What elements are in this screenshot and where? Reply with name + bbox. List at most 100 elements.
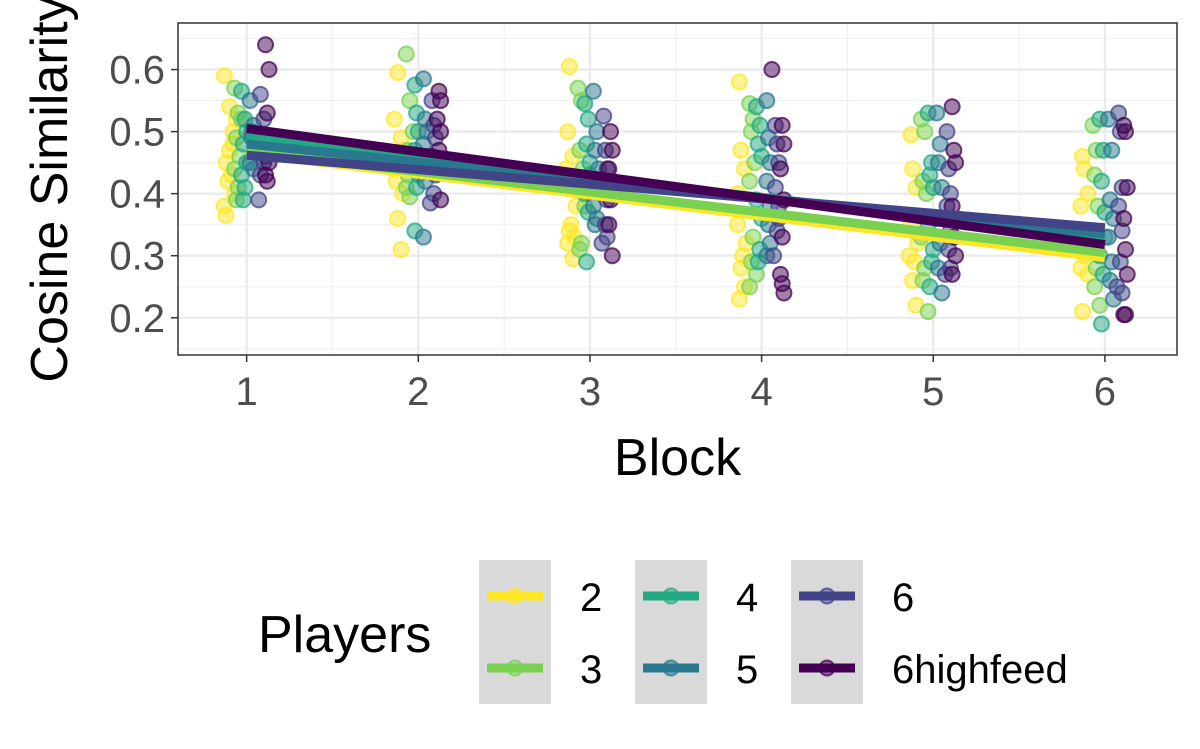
- data-point-6highfeed: [947, 154, 965, 172]
- data-point-6: [1113, 284, 1131, 302]
- data-point-2: [902, 126, 920, 144]
- x-tick-label: 4: [750, 370, 772, 414]
- data-point-6highfeed: [257, 36, 275, 54]
- data-point-5: [1103, 141, 1121, 159]
- data-point-6highfeed: [1117, 241, 1135, 259]
- x-axis-title: Block: [614, 429, 742, 487]
- data-point-4: [578, 253, 596, 271]
- data-point-3: [397, 45, 415, 63]
- data-point-5: [414, 228, 432, 246]
- data-point-6highfeed: [773, 275, 791, 293]
- legend-label-3: 3: [580, 648, 602, 692]
- legend-point-3: [506, 659, 524, 677]
- data-point-6highfeed: [773, 116, 791, 134]
- legend-title: Players: [258, 606, 431, 664]
- y-tick-label: 0.3: [109, 235, 165, 279]
- data-point-6highfeed: [432, 92, 450, 110]
- y-tick-label: 0.4: [109, 173, 165, 217]
- data-point-5: [928, 104, 946, 122]
- x-tick-label: 3: [579, 370, 601, 414]
- data-point-6highfeed: [773, 228, 791, 246]
- data-point-2: [1074, 303, 1092, 321]
- data-point-3: [1091, 296, 1109, 314]
- legend-label-5: 5: [736, 648, 758, 692]
- legend-point-4: [662, 587, 680, 605]
- data-point-3: [741, 278, 759, 296]
- data-point-3: [916, 123, 934, 141]
- y-tick-label: 0.2: [109, 297, 165, 341]
- data-point-6highfeed: [432, 123, 450, 141]
- data-point-2: [732, 141, 750, 159]
- legend-point-5: [662, 659, 680, 677]
- data-point-6highfeed: [1118, 178, 1136, 196]
- data-point-4: [1092, 172, 1110, 190]
- data-point-2: [560, 57, 578, 75]
- data-point-6highfeed: [1115, 209, 1133, 227]
- data-point-6highfeed: [603, 247, 621, 265]
- data-point-6highfeed: [600, 216, 618, 234]
- data-point-2: [392, 241, 410, 259]
- data-point-2: [904, 160, 922, 178]
- data-point-6highfeed: [763, 61, 781, 79]
- data-point-2: [1072, 259, 1090, 277]
- data-point-6highfeed: [775, 135, 793, 153]
- data-point-2: [389, 64, 407, 82]
- data-point-2: [1072, 197, 1090, 215]
- x-axis-ticks: 1 2 3 4 5 6: [236, 355, 1116, 414]
- data-point-6: [765, 247, 783, 265]
- data-point-4: [579, 110, 597, 128]
- data-point-6highfeed: [943, 98, 961, 116]
- trend-line-6highfeed: [246, 124, 1106, 249]
- legend-label-4: 4: [736, 576, 758, 620]
- data-point-6: [251, 85, 269, 103]
- data-point-3: [1086, 278, 1104, 296]
- y-axis-title: Cosine Similarity: [21, 0, 79, 383]
- data-point-4: [1092, 315, 1110, 333]
- data-point-2: [730, 290, 748, 308]
- trend-line-6: [246, 150, 1106, 233]
- x-tick-label: 6: [1094, 370, 1116, 414]
- data-point-4: [576, 95, 594, 113]
- data-point-6highfeed: [602, 123, 620, 141]
- data-point-2: [389, 209, 407, 227]
- data-point-6highfeed: [943, 265, 961, 283]
- x-tick-label: 2: [407, 370, 429, 414]
- data-point-6highfeed: [432, 191, 450, 209]
- legend-label-6highfeed: 6highfeed: [892, 648, 1068, 692]
- y-tick-label: 0.6: [109, 49, 165, 93]
- data-point-5: [933, 284, 951, 302]
- data-point-6highfeed: [258, 104, 276, 122]
- data-point-4: [234, 191, 252, 209]
- data-point-2: [559, 123, 577, 141]
- x-tick-label: 1: [236, 370, 258, 414]
- legend: Players 2 3 4 5 6 6highfeed: [258, 560, 1068, 704]
- legend-label-2: 2: [580, 576, 602, 620]
- legend-label-6: 6: [892, 576, 914, 620]
- data-point-6highfeed: [771, 160, 789, 178]
- data-point-2: [729, 216, 747, 234]
- data-point-5: [584, 82, 602, 100]
- data-point-3: [919, 303, 937, 321]
- data-point-6highfeed: [947, 247, 965, 265]
- data-point-2: [730, 73, 748, 91]
- data-point-6highfeed: [260, 61, 278, 79]
- data-point-3: [741, 172, 759, 190]
- plot-panel-border: [177, 22, 1178, 356]
- data-point-6highfeed: [603, 141, 621, 159]
- legend-point-6highfeed: [818, 659, 836, 677]
- data-point-2: [385, 110, 403, 128]
- data-point-6: [250, 191, 268, 209]
- major-gridlines: [178, 23, 1177, 355]
- data-point-5: [758, 92, 776, 110]
- legend-point-2: [506, 587, 524, 605]
- trend-lines: [246, 124, 1106, 263]
- data-point-6: [595, 107, 613, 125]
- data-point-6highfeed: [1117, 123, 1135, 141]
- data-point-2: [215, 67, 233, 85]
- y-tick-label: 0.5: [109, 111, 165, 155]
- data-point-6: [938, 123, 956, 141]
- data-point-6highfeed: [258, 172, 276, 190]
- x-tick-label: 5: [922, 370, 944, 414]
- data-point-6highfeed: [1118, 265, 1136, 283]
